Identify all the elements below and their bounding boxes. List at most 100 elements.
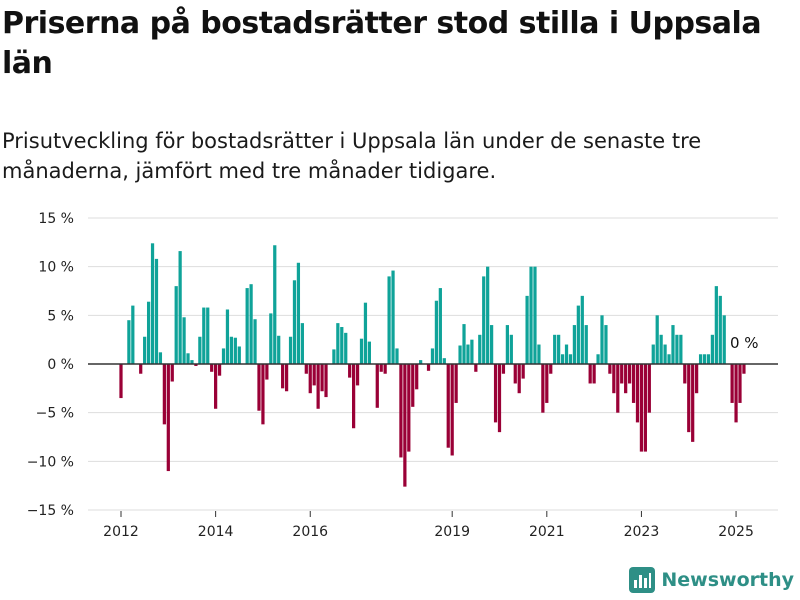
bar — [738, 364, 742, 403]
bar — [529, 266, 533, 364]
bar — [564, 344, 569, 364]
bar — [411, 364, 415, 407]
bar — [162, 364, 166, 425]
bar — [253, 319, 257, 364]
bar — [687, 364, 691, 433]
x-tick-label: 2019 — [434, 524, 470, 540]
y-axis: 15 % 10 % 5 % 0 % −5 % −10 % −15 % — [27, 211, 74, 519]
bar — [643, 364, 647, 452]
bar — [434, 300, 439, 364]
bar — [210, 364, 214, 372]
bar — [730, 364, 734, 403]
bar — [608, 364, 612, 374]
bar — [482, 276, 486, 364]
bar — [549, 364, 553, 374]
bar — [363, 302, 368, 364]
bar — [513, 364, 517, 384]
bar — [698, 354, 703, 364]
bar — [320, 364, 324, 392]
bar — [178, 251, 182, 364]
bar — [497, 364, 502, 433]
bar — [588, 364, 592, 384]
bar — [257, 364, 261, 411]
bar — [624, 364, 628, 394]
bar — [710, 334, 715, 364]
x-tick-label: 2021 — [529, 524, 565, 540]
bar — [620, 364, 624, 384]
bar — [194, 364, 198, 366]
bar — [170, 364, 174, 382]
bar — [493, 364, 498, 423]
bar — [438, 288, 442, 364]
bar — [336, 323, 340, 364]
bar — [584, 325, 588, 364]
bar — [572, 325, 577, 364]
bar — [265, 364, 269, 380]
bar — [553, 334, 557, 364]
bar — [379, 364, 383, 372]
bar — [249, 284, 253, 364]
bar — [486, 266, 490, 364]
bar — [415, 364, 419, 390]
bar — [225, 309, 230, 364]
bar — [734, 364, 738, 423]
bar — [466, 344, 470, 364]
bar — [631, 364, 636, 403]
page-subtitle: Prisutveckling för bostadsrätter i Uppsa… — [2, 129, 702, 183]
bar — [139, 364, 143, 374]
latest-value-label: 0 % — [730, 334, 759, 352]
bar — [616, 364, 620, 413]
bar — [344, 332, 348, 364]
bar — [206, 307, 210, 364]
bar — [537, 344, 541, 364]
bar — [517, 364, 521, 394]
bar — [383, 364, 387, 374]
x-tick-label: 2016 — [292, 524, 328, 540]
bar — [430, 348, 435, 364]
bar — [355, 364, 360, 386]
bar — [478, 334, 482, 364]
brand-logo[interactable]: Newsworthy — [629, 566, 794, 594]
bar — [663, 344, 667, 364]
bar — [217, 364, 222, 376]
bar — [442, 358, 446, 364]
y-tick-label: 5 % — [47, 308, 74, 324]
bar — [600, 315, 604, 364]
bar — [521, 364, 525, 379]
bar — [131, 305, 135, 364]
bar — [604, 325, 608, 364]
bar — [288, 336, 293, 364]
bar — [407, 364, 411, 452]
bar — [722, 315, 726, 364]
bar — [509, 334, 513, 364]
bar — [714, 286, 718, 364]
bar — [718, 295, 722, 364]
bar — [395, 348, 399, 364]
bar — [269, 313, 273, 364]
bar — [742, 364, 746, 374]
bar — [296, 262, 301, 364]
bar — [505, 325, 509, 364]
bar — [419, 360, 423, 364]
bar — [667, 354, 671, 364]
bar — [237, 346, 241, 364]
bar — [273, 245, 277, 364]
bar — [198, 336, 202, 364]
y-tick-label: −15 % — [27, 503, 74, 519]
bar — [375, 364, 379, 408]
bar — [671, 325, 675, 364]
x-tick-label: 2014 — [198, 524, 234, 540]
y-tick-label: 0 % — [47, 357, 74, 373]
bar — [221, 348, 226, 364]
bar — [450, 364, 454, 456]
y-tick-label: 15 % — [38, 211, 74, 227]
bar — [312, 364, 316, 386]
bar — [284, 364, 289, 392]
y-tick-label: 10 % — [38, 260, 74, 276]
bar — [525, 295, 529, 364]
bar — [702, 354, 707, 364]
bar — [359, 338, 364, 364]
bar — [533, 266, 537, 364]
bar — [596, 354, 600, 364]
brand-name: Newsworthy — [661, 569, 794, 591]
